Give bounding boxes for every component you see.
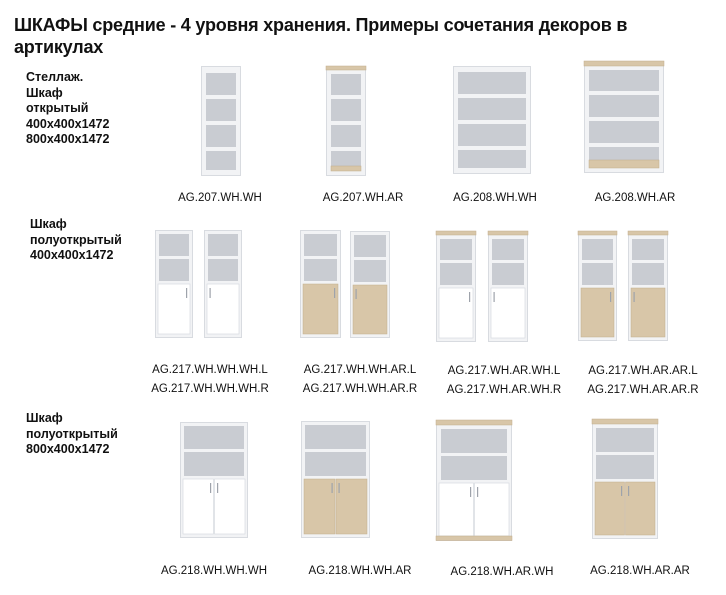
cabinet-image-ag217-wh-wh-wh-l <box>155 230 193 338</box>
cabinet-image-ag217-wh-wh-ar-l <box>300 230 341 338</box>
article-code-pair: AG.217.WH.AR.AR.L AG.217.WH.AR.AR.R <box>587 365 699 396</box>
cabinet-image-ag218-wh-ar-wh <box>435 419 513 541</box>
section-label-half-open-800: Шкаф полуоткрытый 800x400x1472 <box>26 411 118 456</box>
article-code-pair: AG.217.WH.WH.WH.L AG.217.WH.WH.WH.R <box>151 364 269 395</box>
cabinet-image-ag217-wh-wh-ar-r <box>350 231 390 338</box>
cabinet-image-ag207-wh-wh <box>201 66 241 176</box>
article-code: AG.208.WH.WH <box>453 192 537 204</box>
cabinet-image-ag218-wh-wh-ar <box>301 421 370 538</box>
article-code: AG.208.WH.AR <box>594 192 676 204</box>
article-code: AG.218.WH.WH.AR <box>308 565 412 577</box>
page-title: ШКАФЫ средние - 4 уровня хранения. Приме… <box>14 15 628 57</box>
cabinet-image-ag208-wh-wh <box>453 66 531 174</box>
cabinet-image-ag217-wh-wh-wh-r <box>204 230 242 338</box>
cabinet-image-ag218-wh-wh-wh <box>180 422 248 538</box>
article-code-pair: AG.217.WH.AR.WH.L AG.217.WH.AR.WH.R <box>446 365 562 396</box>
section-label-half-open-400: Шкаф полуоткрытый 400x400x1472 <box>30 217 122 262</box>
cabinet-image-ag217-wh-ar-ar-r <box>627 230 669 341</box>
cabinet-image-ag217-wh-ar-wh-l <box>435 230 477 342</box>
article-code: AG.207.WH.AR <box>322 192 404 204</box>
section-label-open-shelving: Стеллаж. Шкаф открытый 400x400x1472 800x… <box>26 70 110 146</box>
article-code: AG.218.WH.AR.AR <box>590 565 690 577</box>
cabinet-image-ag208-wh-ar <box>583 60 665 173</box>
cabinet-image-ag218-wh-ar-ar <box>591 418 659 539</box>
cabinet-image-ag207-wh-ar <box>325 65 367 176</box>
cabinet-image-ag217-wh-ar-wh-r <box>487 230 529 342</box>
article-code: AG.207.WH.WH <box>178 192 262 204</box>
article-code: AG.218.WH.WH.WH <box>160 565 268 577</box>
article-code: AG.218.WH.AR.WH <box>450 566 554 578</box>
article-code-pair: AG.217.WH.WH.AR.L AG.217.WH.WH.AR.R <box>302 364 418 395</box>
cabinet-image-ag217-wh-ar-ar-l <box>577 230 618 341</box>
